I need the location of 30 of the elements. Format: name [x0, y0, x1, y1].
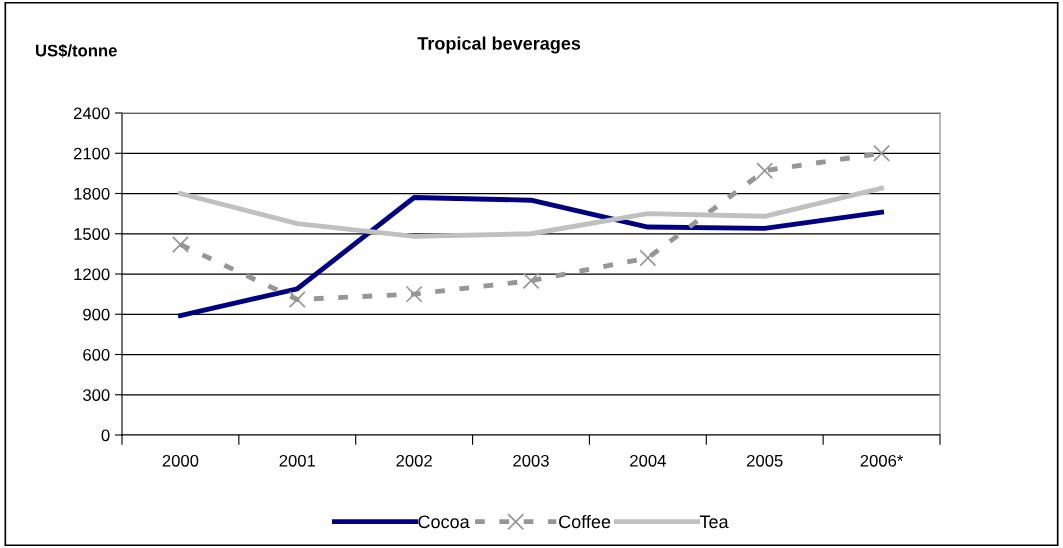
y-axis-title: US$/tonne — [36, 43, 117, 58]
point — [288, 291, 306, 308]
x-tick-label: 2004 — [630, 454, 666, 467]
point — [522, 272, 540, 290]
point — [171, 236, 189, 253]
point — [405, 285, 423, 303]
point — [639, 249, 657, 267]
point — [873, 144, 891, 162]
x-tick-label: 2005 — [747, 454, 783, 467]
y-tick-label: 0 — [101, 429, 110, 442]
x-tick-label: 2003 — [513, 454, 549, 467]
chart-title: Tropical beverages — [417, 36, 581, 54]
y-tick-label: 2400 — [73, 107, 110, 120]
y-tick-label: 1800 — [74, 187, 110, 200]
legend-label: Coffee — [559, 514, 611, 529]
legend-label: Tea — [699, 515, 729, 529]
y-tick-label: 1500 — [74, 228, 110, 240]
y-tick-label: 600 — [83, 348, 110, 361]
x-tick-label: 2001 — [279, 454, 316, 467]
x-tick-label: 2006* — [860, 454, 904, 467]
y-tick-label: 300 — [83, 389, 110, 401]
line-series — [178, 195, 884, 319]
y-tick-label: 1200 — [74, 268, 110, 281]
line-series — [178, 185, 884, 239]
point — [756, 162, 774, 180]
legend-label: Cocoa — [418, 515, 470, 529]
y-tick-label: 900 — [83, 308, 110, 321]
x-tick-label: 2002 — [396, 454, 432, 467]
x-tick-label: 2000 — [162, 454, 199, 467]
y-tick-label: 2100 — [73, 147, 110, 160]
